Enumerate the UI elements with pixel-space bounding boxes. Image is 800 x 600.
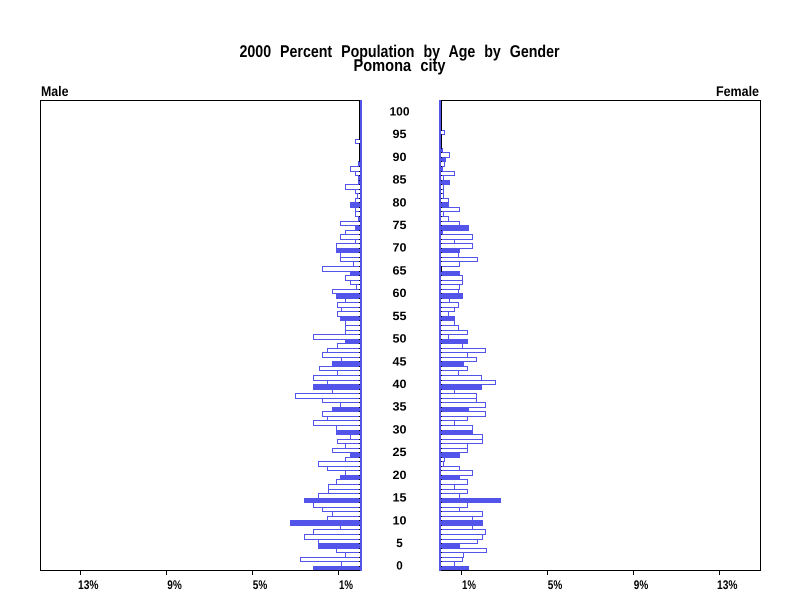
- svg-text:Female: Female: [716, 83, 759, 99]
- svg-text:60: 60: [393, 286, 407, 300]
- svg-text:13%: 13%: [78, 578, 99, 592]
- svg-text:40: 40: [393, 377, 407, 391]
- svg-text:30: 30: [393, 422, 407, 436]
- svg-text:90: 90: [393, 150, 407, 164]
- svg-text:13%: 13%: [717, 578, 738, 592]
- svg-text:1%: 1%: [462, 578, 476, 592]
- svg-text:Male: Male: [41, 83, 69, 99]
- svg-text:0: 0: [396, 559, 403, 573]
- svg-text:95: 95: [393, 127, 407, 141]
- svg-text:5: 5: [396, 536, 403, 550]
- svg-text:85: 85: [393, 173, 407, 187]
- svg-text:10: 10: [393, 513, 407, 527]
- svg-text:100: 100: [390, 104, 410, 118]
- svg-text:9%: 9%: [634, 578, 649, 592]
- svg-text:35: 35: [393, 400, 407, 414]
- svg-text:5%: 5%: [253, 578, 268, 592]
- svg-text:15: 15: [393, 491, 407, 505]
- svg-text:9%: 9%: [167, 578, 182, 592]
- svg-text:65: 65: [393, 263, 407, 277]
- svg-text:50: 50: [393, 332, 407, 346]
- svg-text:75: 75: [393, 218, 407, 232]
- svg-text:5%: 5%: [548, 578, 563, 592]
- svg-text:70: 70: [393, 241, 407, 255]
- svg-text:80: 80: [393, 195, 407, 209]
- svg-text:55: 55: [393, 309, 407, 323]
- svg-text:45: 45: [393, 354, 407, 368]
- svg-text:1%: 1%: [339, 578, 353, 592]
- svg-text:25: 25: [393, 445, 407, 459]
- svg-text:20: 20: [393, 468, 407, 482]
- svg-text:Pomona city: Pomona city: [354, 56, 446, 75]
- svg-text:2000 Percent Population by Age: 2000 Percent Population by Age by Gender: [240, 42, 560, 61]
